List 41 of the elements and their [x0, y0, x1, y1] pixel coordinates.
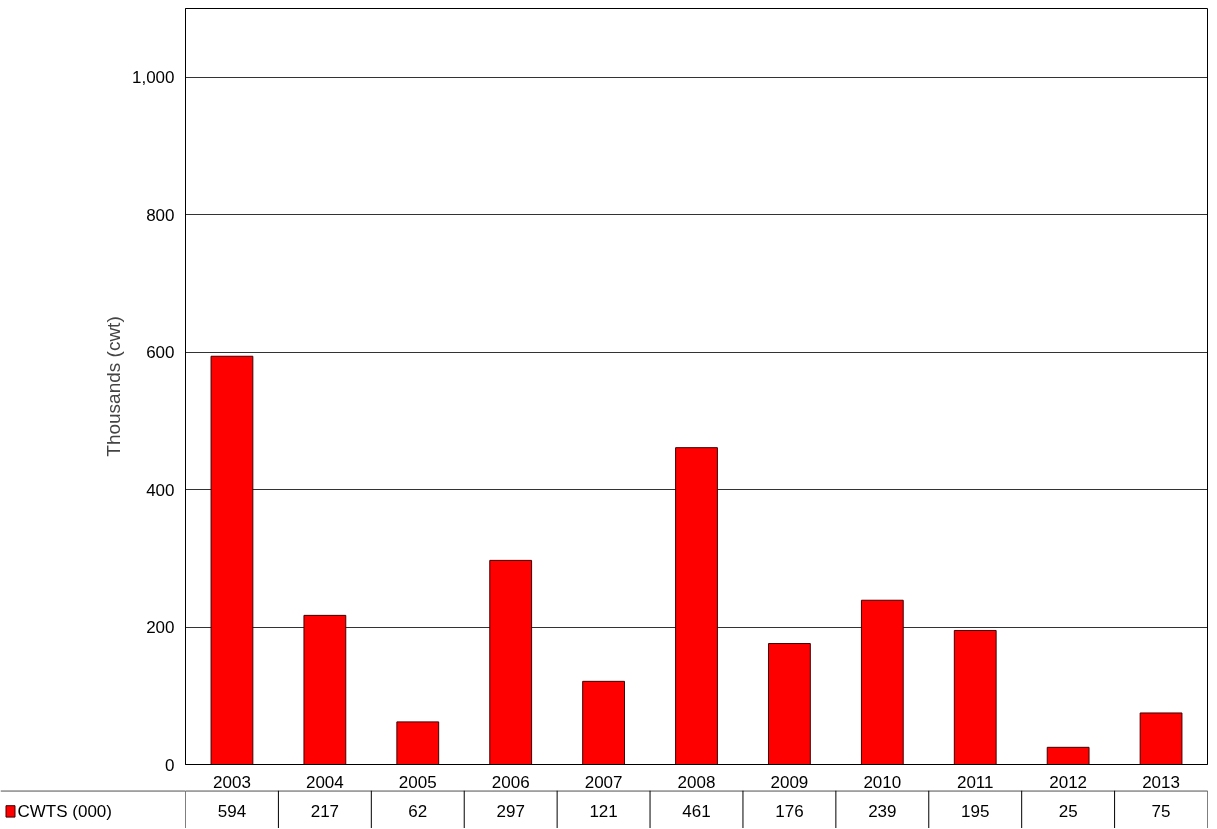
x-tick-label: 2006	[491, 772, 530, 792]
legend-label: CWTS (000)	[17, 801, 112, 821]
bar	[1046, 746, 1090, 765]
bar	[953, 629, 997, 765]
x-tick-label: 2005	[398, 772, 437, 792]
bar	[768, 643, 811, 765]
y-tick-label: 200	[146, 618, 175, 638]
data-label: 461	[682, 802, 711, 822]
x-tick-label: 2003	[213, 772, 251, 792]
data-label: 62	[408, 802, 428, 822]
bar	[582, 680, 625, 765]
x-tick-label: 2012	[1049, 772, 1088, 792]
data-label: 176	[775, 802, 804, 822]
x-tick-label: 2007	[584, 772, 623, 792]
y-tick-label: 600	[146, 343, 175, 363]
data-label: 75	[1151, 802, 1171, 822]
x-tick-label: 2011	[956, 772, 994, 792]
bar	[675, 447, 718, 765]
x-tick-label: 2010	[863, 772, 902, 792]
data-label: 594	[217, 802, 247, 822]
bar	[860, 599, 904, 765]
bar	[489, 559, 533, 765]
x-tick-label: 2008	[677, 772, 716, 792]
x-tick-label: 2004	[305, 772, 344, 792]
bar	[210, 355, 254, 765]
y-tick-label: 400	[146, 480, 175, 500]
data-label: 195	[961, 802, 990, 822]
data-label: 121	[589, 802, 618, 822]
y-tick-label: 0	[165, 755, 175, 775]
y-tick-label: 800	[146, 205, 175, 225]
y-tick-label: 1,000	[131, 68, 175, 88]
x-tick-label: 2009	[770, 772, 809, 792]
data-label: 239	[868, 802, 897, 822]
data-label: 25	[1058, 802, 1078, 822]
bar	[303, 614, 347, 765]
x-tick-label: 2013	[1142, 772, 1180, 792]
y-axis-title: Thousands (cwt)	[102, 316, 124, 457]
bar	[396, 721, 440, 765]
bar	[1139, 712, 1183, 765]
data-label: 297	[496, 802, 525, 822]
data-label: 217	[310, 802, 340, 822]
